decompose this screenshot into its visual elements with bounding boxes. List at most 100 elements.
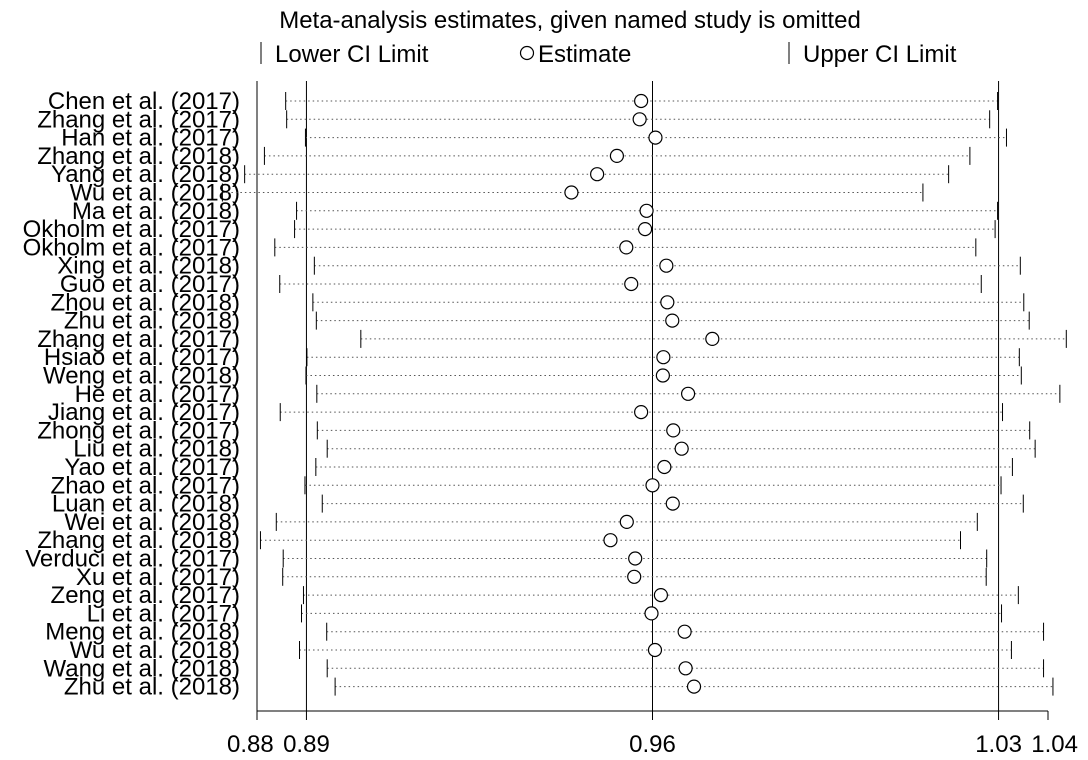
estimate-marker	[603, 533, 618, 548]
estimate-marker	[634, 405, 649, 420]
study-label: Wei et al. (2018)	[64, 509, 240, 536]
study-row: Luan et al. (2018)	[52, 491, 1024, 518]
x-tick-label: 0.89	[283, 731, 330, 758]
study-label: Zhu et al. (2018)	[64, 674, 240, 701]
study-label: Zhu et al. (2018)	[64, 308, 240, 335]
study-label: Han et al. (2017)	[61, 125, 240, 152]
estimate-marker	[644, 606, 659, 621]
study-row: Wu et al. (2018)	[70, 637, 1012, 664]
estimate-marker	[678, 661, 693, 676]
legend-lower-label: Lower CI Limit	[275, 41, 429, 68]
estimate-marker	[632, 112, 647, 127]
study-row: Zeng et al. (2017)	[51, 582, 1019, 609]
estimate-marker	[645, 478, 660, 493]
study-rows: Chen et al. (2017)Zhang et al. (2017)Han…	[23, 88, 1067, 701]
study-row: Zhang et al. (2017)	[37, 106, 991, 133]
x-tick-label: 0.88	[227, 731, 274, 758]
study-label: Zhang et al. (2017)	[37, 106, 240, 133]
study-row: Yang et al. (2018)	[51, 161, 950, 188]
study-label: Meng et al. (2018)	[45, 619, 240, 646]
estimate-marker	[659, 258, 674, 273]
study-label: Zhang et al. (2018)	[37, 527, 240, 554]
study-label: Xu et al. (2017)	[76, 564, 240, 591]
study-label: Zhong et al. (2017)	[37, 417, 240, 444]
study-label: Luan et al. (2018)	[52, 491, 240, 518]
legend-upper-label: Upper CI Limit	[803, 41, 957, 68]
estimate-marker	[627, 569, 642, 584]
legend-estimate-label: Estimate	[538, 41, 631, 68]
study-row: Yao et al. (2017)	[64, 454, 1013, 481]
study-label: Zhang et al. (2017)	[37, 326, 240, 353]
study-label: Zhou et al. (2018)	[51, 289, 240, 316]
study-label: Zhang et al. (2018)	[37, 143, 240, 170]
estimate-marker	[648, 130, 663, 145]
estimate-marker	[647, 642, 663, 658]
study-label: Okholm et al. (2017)	[23, 234, 240, 261]
estimate-marker	[665, 496, 680, 511]
study-label: Li et al. (2017)	[87, 600, 240, 627]
estimate-marker	[609, 148, 625, 163]
estimate-marker	[686, 679, 702, 694]
study-row: Wu et al. (2018)	[70, 180, 924, 207]
study-row: Zhang et al. (2018)	[37, 143, 971, 170]
study-label: Liu et al. (2018)	[73, 436, 240, 463]
study-row: Zhao et al. (2017)	[51, 472, 1002, 499]
study-label: Yang et al. (2018)	[51, 161, 240, 188]
estimate-marker	[665, 313, 680, 328]
estimate-marker	[674, 441, 689, 456]
study-row: Weng et al. (2018)	[43, 363, 1022, 390]
study-row: Zhu et al. (2018)	[64, 674, 1054, 701]
estimate-marker	[656, 350, 671, 365]
study-row: Zhong et al. (2017)	[37, 417, 1031, 444]
study-label: Wu et al. (2018)	[70, 180, 240, 207]
study-row: Hsiao et al. (2017)	[44, 344, 1020, 371]
study-row: Wang et al. (2018)	[43, 655, 1045, 682]
study-label: Verduci et al. (2017)	[25, 546, 240, 573]
study-label: Chen et al. (2017)	[48, 88, 240, 115]
x-tick-label: 0.96	[629, 731, 676, 758]
study-label: Ma et al. (2018)	[72, 198, 240, 225]
study-label: Okholm et al. (2017)	[23, 216, 240, 243]
study-row: Chen et al. (2017)	[48, 88, 999, 115]
estimate-marker	[653, 587, 669, 603]
estimate-marker	[657, 459, 672, 475]
study-row: Guo et al. (2017)	[60, 271, 982, 298]
study-label: Zeng et al. (2017)	[51, 582, 240, 609]
study-label: Weng et al. (2018)	[43, 363, 240, 390]
x-tick-label: 1.03	[975, 731, 1022, 758]
study-row: Jiang et al. (2017)	[48, 399, 1004, 426]
estimate-marker	[705, 331, 720, 346]
estimate-marker	[639, 203, 654, 218]
study-row: Zhang et al. (2017)	[37, 326, 1067, 353]
estimate-marker	[655, 368, 670, 383]
chart-title: Meta-analysis estimates, given named stu…	[279, 7, 861, 34]
study-label: Zhao et al. (2017)	[51, 472, 240, 499]
study-row: Han et al. (2017)	[61, 125, 1007, 152]
estimate-marker	[660, 295, 675, 310]
study-label: Guo et al. (2017)	[60, 271, 240, 298]
study-label: Jiang et al. (2017)	[48, 399, 240, 426]
study-row: He et al. (2017)	[75, 381, 1061, 408]
study-label: Xing et al. (2018)	[57, 253, 240, 280]
study-row: Ma et al. (2018)	[72, 198, 999, 225]
study-row: Zhu et al. (2018)	[64, 308, 1030, 335]
estimate-marker	[634, 93, 649, 109]
estimate-marker	[619, 240, 634, 255]
x-tick-label: 1.04	[1031, 731, 1078, 758]
estimate-marker	[637, 222, 653, 237]
study-row: Wei et al. (2018)	[64, 509, 978, 536]
estimate-marker	[619, 514, 634, 530]
estimate-marker	[666, 423, 681, 438]
study-row: Zhou et al. (2018)	[51, 289, 1025, 316]
legend-estimate-marker	[519, 45, 535, 61]
study-row: Zhang et al. (2018)	[37, 527, 961, 554]
estimate-marker	[624, 276, 639, 292]
estimate-marker	[590, 167, 605, 182]
study-row: Xu et al. (2017)	[76, 564, 987, 591]
study-label: Yao et al. (2017)	[64, 454, 240, 481]
study-row: Meng et al. (2018)	[45, 619, 1045, 646]
study-label: Hsiao et al. (2017)	[44, 344, 240, 371]
x-axis-ticks: 0.88 0.89 0.96 1.03 1.04	[227, 711, 1078, 758]
study-row: Liu et al. (2018)	[73, 436, 1036, 463]
